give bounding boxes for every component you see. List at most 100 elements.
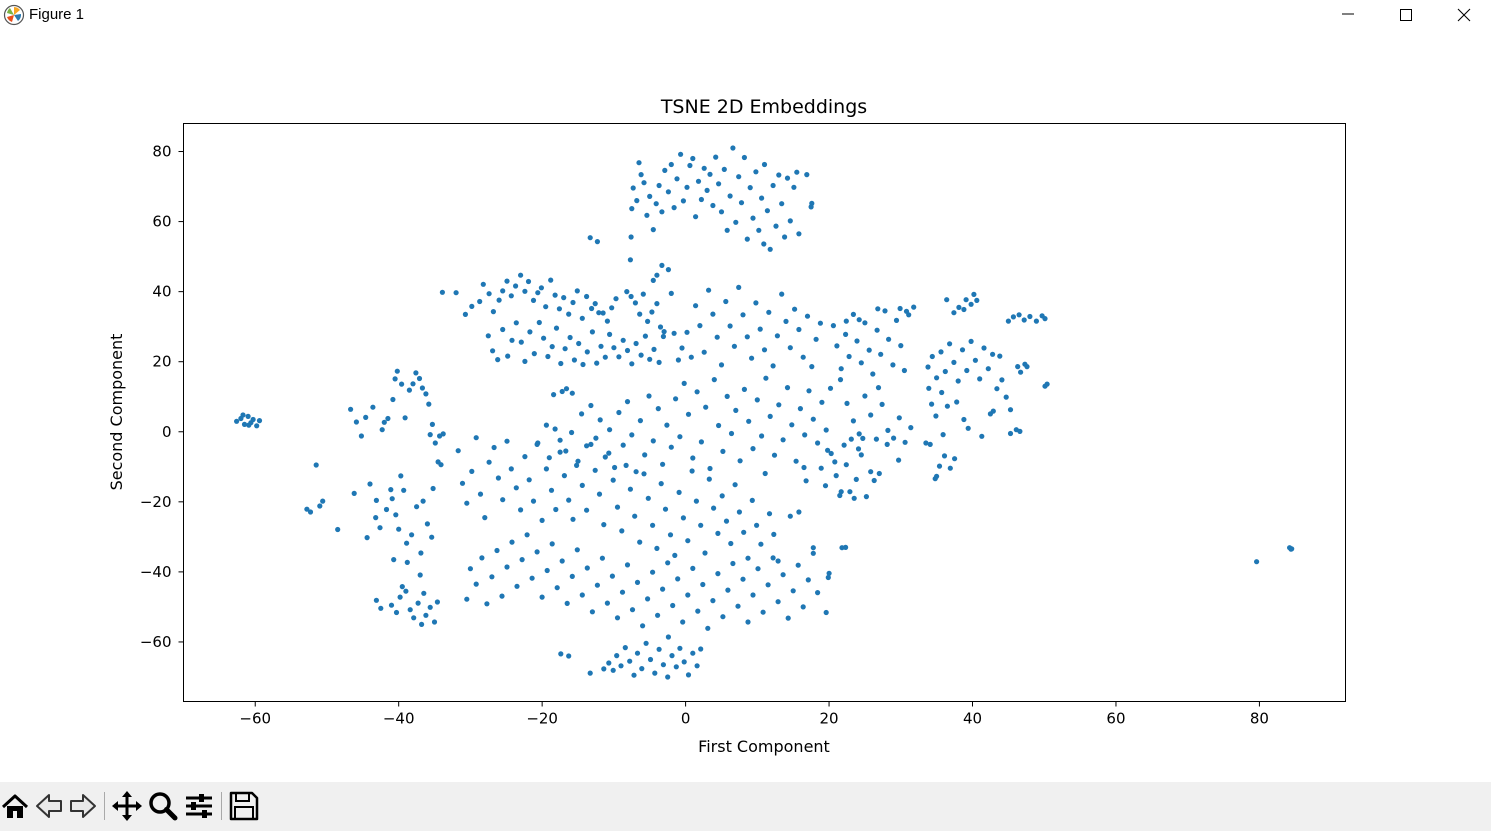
data-point [604,600,611,606]
data-point [234,418,240,424]
data-point [693,214,699,220]
data-point [632,513,638,519]
data-point [642,452,648,458]
data-point [473,435,479,441]
data-point [556,306,563,312]
home-button[interactable] [0,790,32,822]
data-point [415,600,421,606]
data-point [716,422,722,429]
data-point [698,439,705,445]
data-point [878,351,884,357]
data-point [544,567,550,574]
data-point [439,289,445,295]
data-point [825,447,831,453]
data-point [985,366,991,372]
data-point [490,348,496,354]
toolbar-separator [221,792,222,820]
data-point [891,435,897,441]
maximize-button[interactable] [1383,0,1429,30]
data-point [455,448,461,454]
data-point [929,401,935,407]
data-point [561,473,568,479]
scatter-plot: TSNE 2D Embeddings −60 −40 −20 0 20 40 60 80 −6… [107,96,1346,756]
close-button[interactable] [1441,0,1487,30]
data-point [710,311,716,317]
data-point [664,422,670,428]
pan-button[interactable] [111,790,143,822]
data-point [675,576,681,582]
data-point [609,305,615,311]
data-point [370,404,376,410]
data-point [771,452,778,458]
data-point [467,566,473,572]
data-point [566,311,572,317]
data-point [647,193,653,199]
data-point [584,293,590,300]
data-point [938,349,944,355]
data-point [951,359,957,365]
data-point [750,592,756,598]
data-point [698,522,704,528]
y-tick-label: −40 [140,563,172,581]
data-point [884,441,890,447]
data-point [659,262,665,268]
data-point [495,357,501,363]
data-point [697,323,703,329]
x-tick-label: 40 [963,710,982,728]
data-point [863,494,870,500]
data-point [775,599,781,605]
back-button[interactable] [34,790,66,822]
y-tick-label: 20 [152,353,171,371]
data-point [815,440,821,446]
data-point [649,309,655,315]
data-point [652,670,658,676]
data-point [401,487,407,493]
figure-canvas[interactable]: TSNE 2D Embeddings −60 −40 −20 0 20 40 60 80 −6… [0,30,1491,782]
data-point [972,357,979,363]
save-button[interactable] [228,790,260,822]
data-point [710,598,716,604]
data-point [818,465,824,471]
data-point [530,498,537,504]
data-point [601,666,607,672]
data-point [981,345,987,351]
data-point [783,318,789,324]
data-point [694,663,700,669]
data-point [558,360,564,367]
data-point [886,336,892,342]
data-point [853,476,859,482]
data-point [809,364,815,370]
data-point [882,308,888,314]
data-point [679,345,685,351]
data-point [855,446,862,452]
data-point [402,415,408,421]
minimize-button[interactable] [1325,0,1371,30]
zoom-button[interactable] [147,790,179,822]
data-point [539,594,545,600]
data-point [551,392,557,398]
data-point [610,477,616,483]
data-point [761,161,768,168]
data-point [727,323,733,329]
data-point [518,272,524,278]
data-point [637,311,643,317]
data-point [810,545,816,551]
data-point [634,650,641,656]
home-icon [1,794,29,818]
data-point [693,498,700,504]
data-point [631,672,637,678]
data-point [794,169,800,175]
chart-title: TSNE 2D Embeddings [660,96,867,118]
data-point [923,440,929,446]
data-point [423,391,429,397]
data-point [736,284,742,290]
data-point [706,476,712,482]
configure-subplots-button[interactable] [183,790,215,822]
data-point [707,171,713,177]
forward-button[interactable] [68,790,100,822]
data-point [464,500,470,506]
data-point [819,399,825,405]
data-point [929,353,935,360]
data-point [963,297,969,303]
data-point [519,557,525,563]
